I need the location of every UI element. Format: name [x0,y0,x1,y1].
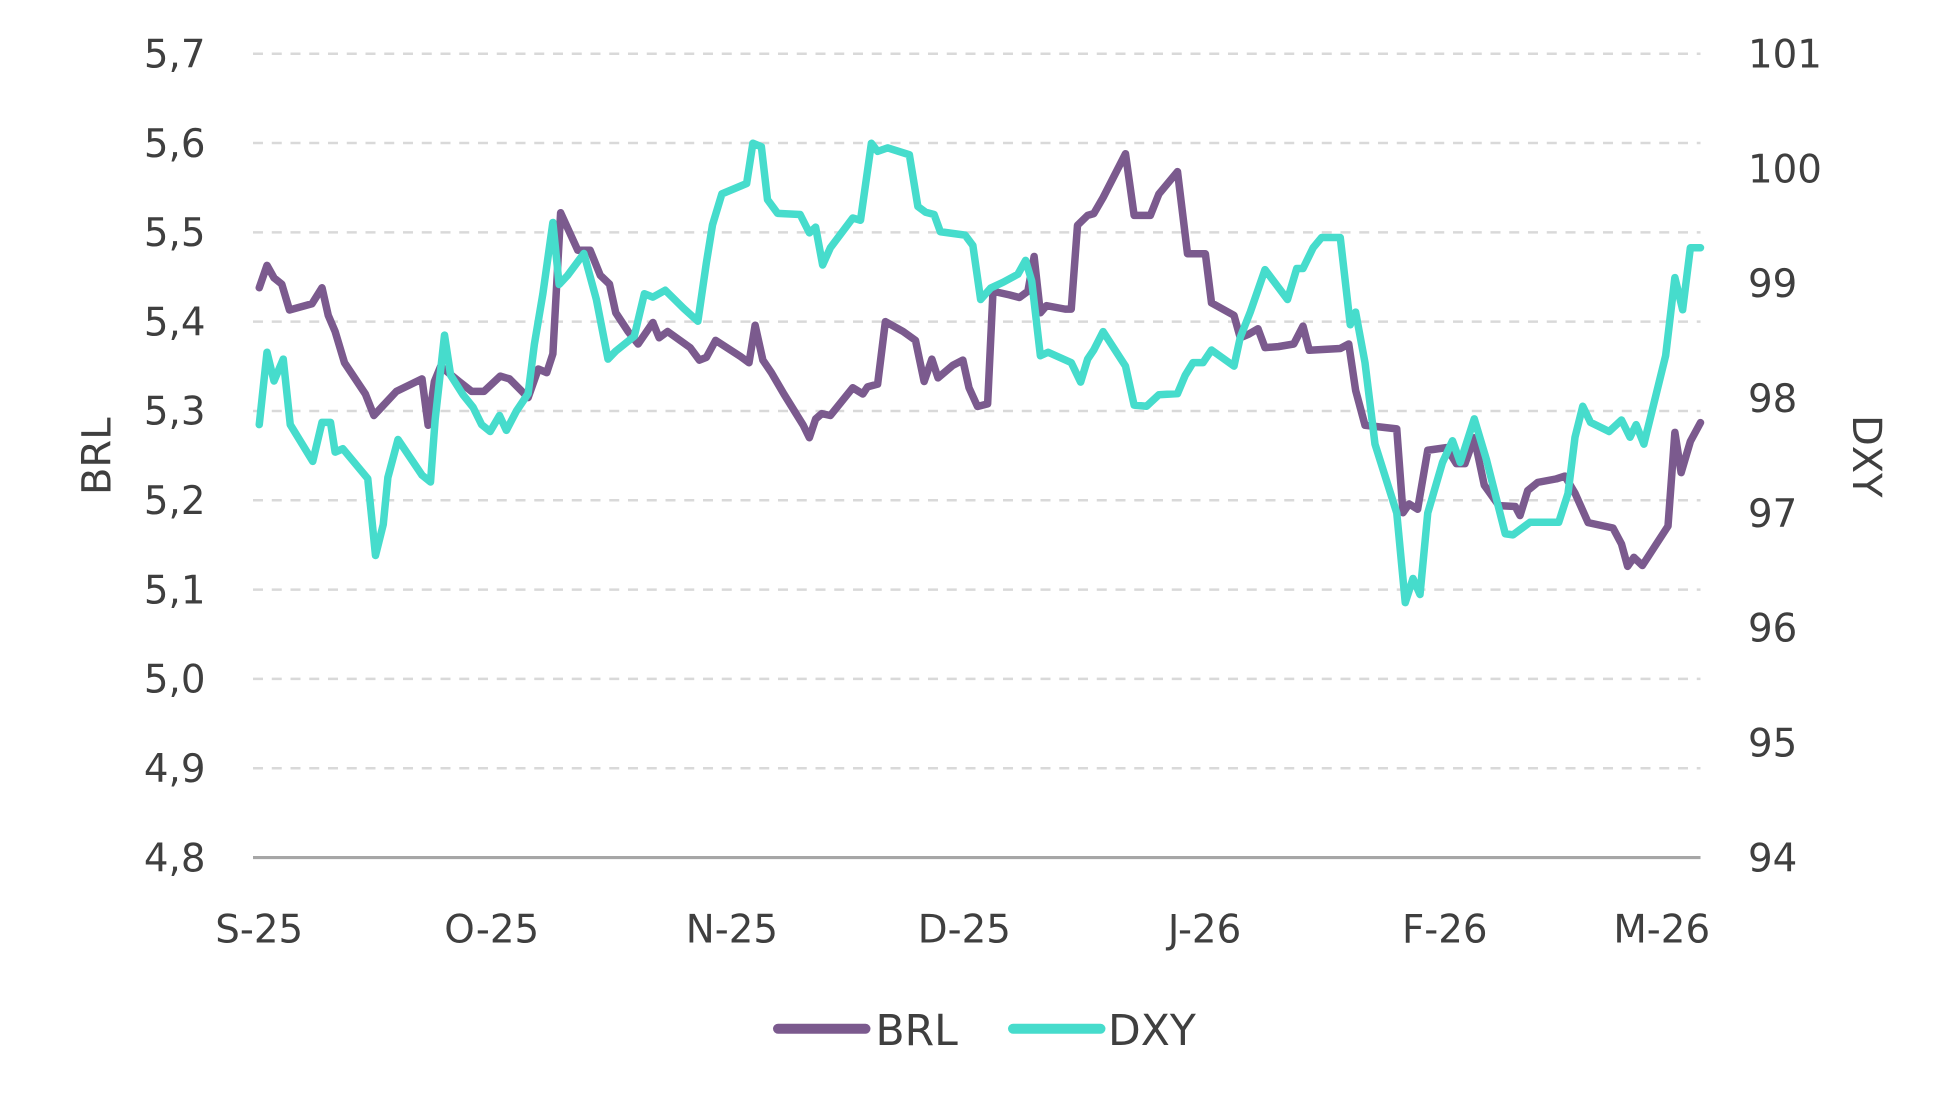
y-tick-label: 5,4 [144,300,206,345]
y-tick-label: 5,0 [144,658,206,703]
y-tick-label: 5,2 [144,479,206,524]
series-lines [255,139,1705,607]
x-tick-label: J-26 [1166,908,1241,953]
x-tick-label: F-26 [1402,908,1488,953]
y2-tick-label: 97 [1748,492,1797,537]
y-tick-label: 4,9 [144,747,206,792]
y2-tick-label: 101 [1748,33,1822,78]
y2-tick-label: 99 [1748,262,1797,307]
legend: BRL DXY [773,1007,1197,1056]
y-tick-label: 5,5 [144,211,206,256]
y2-tick-label: 98 [1748,377,1797,422]
y-tick-label: 5,1 [144,568,206,613]
right-axis-label: DXY [1843,415,1889,498]
y2-tick-label: 94 [1748,836,1797,881]
y-tick-label: 5,3 [144,390,206,435]
gridlines [252,52,1701,860]
x-axis-ticks: S-25 O-25 N-25 D-25 J-26 F-26 M-26 [215,908,1710,953]
legend-label-brl: BRL [876,1007,959,1056]
series-line-dxy [255,139,1705,607]
left-axis-ticks: 5,7 5,6 5,5 5,4 5,3 5,2 5,1 5,0 4,9 4,8 [144,33,206,882]
x-tick-label: N-25 [686,908,778,953]
y-tick-label: 5,7 [144,33,206,78]
right-axis-ticks: 101 100 99 98 97 96 95 94 [1748,33,1822,882]
y2-tick-label: 95 [1748,721,1797,766]
legend-label-dxy: DXY [1108,1007,1197,1056]
series-line-brl [255,150,1705,571]
y-tick-label: 4,8 [144,836,206,881]
x-tick-label: O-25 [444,908,539,953]
left-axis-label: BRL [74,417,120,495]
x-tick-label: D-25 [918,908,1011,953]
y-tick-label: 5,6 [144,122,206,167]
x-tick-label: M-26 [1613,908,1710,953]
y2-tick-label: 96 [1748,607,1797,652]
x-tick-label: S-25 [215,908,303,953]
y2-tick-label: 100 [1748,147,1822,192]
